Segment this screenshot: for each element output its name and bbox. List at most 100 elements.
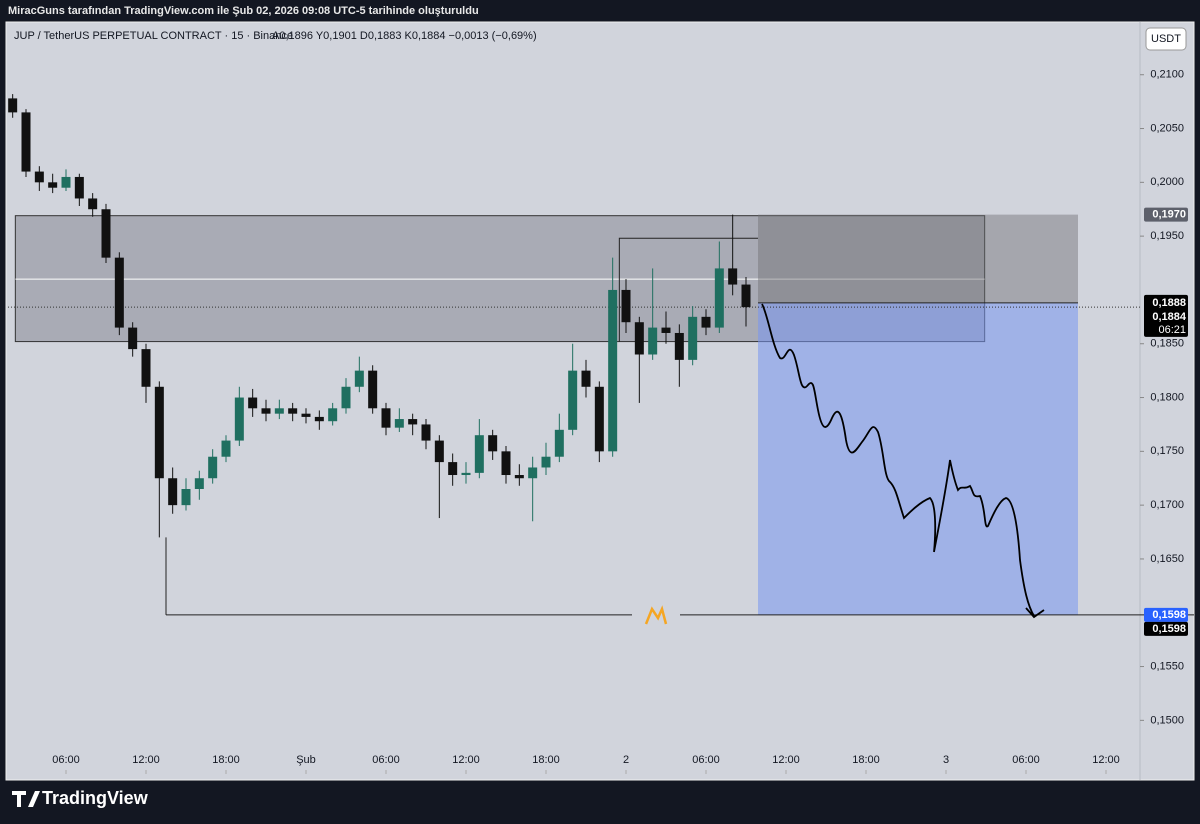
range-box [618, 237, 758, 342]
target-price-tag [1144, 621, 1188, 636]
currency-label[interactable]: USDT [1151, 33, 1181, 45]
x-tick-label: 06:00 [52, 754, 80, 766]
candle-body [181, 489, 191, 506]
x-tick-label: Şub [296, 754, 316, 766]
candle-body [488, 435, 498, 452]
currency-button[interactable] [1145, 27, 1187, 51]
x-tick-label: 06:00 [692, 754, 720, 766]
y-tick-label: 0,1500 [1150, 714, 1184, 726]
candle-body [314, 416, 324, 422]
candle-body [501, 451, 511, 476]
stop-price-tag-label: 0,1970 [1152, 209, 1186, 221]
candle-body [101, 209, 111, 258]
stop-price-tag [1144, 207, 1188, 222]
candle-body [434, 440, 444, 463]
candle-body [234, 397, 244, 441]
countdown: 06:21 [1158, 324, 1186, 336]
candle-body [341, 386, 351, 409]
target-area [758, 302, 1078, 615]
x-tick-label: 18:00 [532, 754, 560, 766]
candle-body [154, 386, 164, 479]
candle-body [328, 408, 338, 422]
target-price-tag-label: 0,1598 [1152, 609, 1186, 621]
candle-body [594, 386, 604, 452]
candle-body [34, 171, 44, 183]
y-tick-label: 0,1700 [1150, 499, 1184, 511]
x-tick-label: 2 [623, 754, 629, 766]
candle-body [354, 370, 364, 387]
candle-body [74, 176, 84, 199]
x-tick-label: 18:00 [852, 754, 880, 766]
candle-body [261, 408, 271, 414]
candle-body [474, 435, 484, 473]
candle-body [168, 478, 178, 506]
candle-body [128, 327, 138, 350]
y-tick-label: 0,1950 [1150, 230, 1184, 242]
candle-body [114, 257, 124, 328]
x-tick-label: 12:00 [1092, 754, 1120, 766]
candle-body [528, 467, 538, 479]
candle-body [248, 397, 258, 409]
candle-body [448, 462, 458, 476]
entry-price-tag-label: 0,1888 [1152, 297, 1186, 309]
candle-body [688, 316, 698, 360]
candle-body [21, 112, 31, 172]
candle-body [421, 424, 431, 441]
footer-bar [0, 782, 1200, 824]
stop-area [758, 214, 1078, 303]
candle-body [514, 475, 524, 479]
target-price-tag [1144, 607, 1188, 622]
candle-body [581, 370, 591, 387]
candle-body [194, 478, 204, 490]
brand-logo [12, 791, 40, 807]
candle-body [221, 440, 231, 457]
candle-body [568, 370, 578, 430]
attribution: MiracGuns tarafından TradingView.com ile… [8, 5, 479, 17]
candle-body [608, 289, 618, 452]
plot: 0,2100 0,2050 0,2000 0,1950 0,1850 0,1800 0,17… [8, 69, 1194, 774]
candle-body [461, 472, 471, 476]
x-tick-label: 06:00 [372, 754, 400, 766]
entry-price-tag [1144, 295, 1188, 310]
candle-body [208, 456, 218, 479]
candle-body [408, 419, 418, 425]
candle-body [381, 408, 391, 428]
y-tick-label: 0,1800 [1150, 391, 1184, 403]
target-price-tag-label: 0,1598 [1152, 623, 1186, 635]
candle-body [288, 408, 298, 414]
brand-name: TradingView [42, 788, 149, 808]
candle-body [48, 182, 58, 188]
candle-body [701, 316, 711, 328]
y-tick-label: 0,2000 [1150, 176, 1184, 188]
marker-icon [644, 605, 668, 625]
candle-body [648, 327, 658, 355]
candle-body [88, 198, 98, 210]
candle-body [634, 322, 644, 355]
last-price-tag [1144, 309, 1188, 324]
projection-sketch [761, 303, 1045, 619]
candle-body [368, 370, 378, 409]
y-tick-label: 0,1550 [1150, 660, 1184, 672]
x-tick-label: 18:00 [212, 754, 240, 766]
candle-body [541, 456, 551, 468]
x-tick-label: 06:00 [1012, 754, 1040, 766]
candle-body [714, 268, 724, 328]
candle-body [301, 413, 311, 417]
y-tick-label: 0,1750 [1150, 445, 1184, 457]
candle-body [621, 289, 631, 323]
candle-body [728, 268, 738, 285]
candle-body [61, 176, 71, 188]
candle-body [661, 327, 671, 333]
last-price-tag-label: 0,1884 [1152, 311, 1187, 323]
ohlc-legend: A0,1896 Y0,1901 D0,1883 K0,1884 −0,0013 … [272, 30, 537, 42]
candle-body [674, 332, 684, 360]
candle-body [8, 98, 18, 113]
symbol-title: JUP / TetherUS PERPETUAL CONTRACT · 15 ·… [14, 30, 293, 42]
y-tick-label: 0,1650 [1150, 553, 1184, 565]
y-tick-label: 0,2050 [1150, 122, 1184, 134]
y-tick-label: 0,2100 [1150, 69, 1184, 81]
y-tick-label: 0,1850 [1150, 338, 1184, 350]
candle-body [394, 419, 404, 428]
